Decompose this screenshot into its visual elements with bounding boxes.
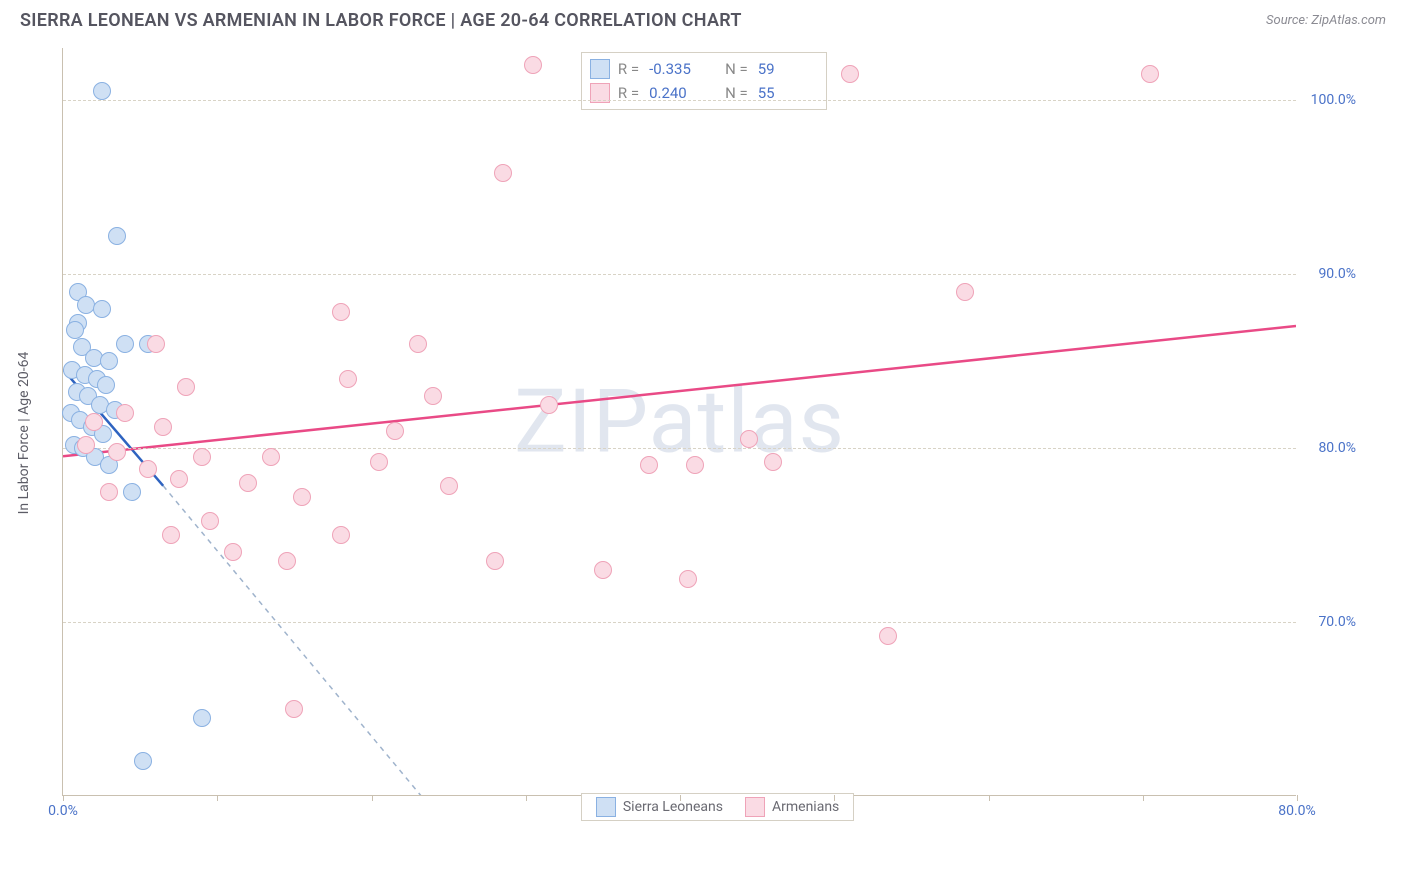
data-point <box>66 321 84 339</box>
plot-area: ZIPatlas R =-0.335N =59R =0.240N =55 Sie… <box>62 48 1296 796</box>
data-point <box>162 526 180 544</box>
data-point <box>339 370 357 388</box>
data-point <box>686 456 704 474</box>
data-point <box>494 164 512 182</box>
data-point <box>85 413 103 431</box>
x-tick <box>680 795 681 801</box>
stats-row: R =0.240N =55 <box>590 81 814 105</box>
x-tick <box>526 795 527 801</box>
gridline-h <box>63 274 1296 275</box>
stats-legend-box: R = -0.335 N = 59 R =0.240N =55 <box>581 52 827 110</box>
source-attribution: Source: ZipAtlas.com <box>1266 13 1386 28</box>
data-point <box>332 526 350 544</box>
data-point <box>100 352 118 370</box>
x-tick-label: 80.0% <box>1278 803 1316 819</box>
data-point <box>386 422 404 440</box>
data-point <box>293 488 311 506</box>
gridline-h <box>63 622 1296 623</box>
trend-lines <box>63 48 1296 795</box>
data-point <box>139 460 157 478</box>
legend-item: Armenians <box>745 797 839 817</box>
watermark: ZIPatlas <box>514 370 845 473</box>
data-point <box>841 65 859 83</box>
data-point <box>147 335 165 353</box>
gridline-h <box>63 448 1296 449</box>
data-point <box>224 543 242 561</box>
x-tick <box>217 795 218 801</box>
series-legend: Sierra Leoneans Armenians <box>581 793 854 821</box>
data-point <box>239 474 257 492</box>
data-point <box>285 700 303 718</box>
legend-label: Sierra Leoneans <box>623 799 723 815</box>
data-point <box>170 470 188 488</box>
series-swatch <box>596 797 616 817</box>
data-point <box>879 627 897 645</box>
x-tick <box>1143 795 1144 801</box>
stat-r-value: -0.335 <box>649 60 705 78</box>
data-point <box>370 453 388 471</box>
y-tick-label: 90.0% <box>1318 266 1356 282</box>
y-tick-label: 80.0% <box>1318 440 1356 456</box>
x-tick <box>63 795 64 801</box>
series-swatch <box>745 797 765 817</box>
gridline-h <box>63 100 1296 101</box>
legend-label: Armenians <box>772 799 839 815</box>
data-point <box>108 443 126 461</box>
y-axis-label: In Labor Force | Age 20-64 <box>16 352 32 515</box>
data-point <box>154 418 172 436</box>
data-point <box>193 709 211 727</box>
data-point <box>956 283 974 301</box>
data-point <box>486 552 504 570</box>
data-point <box>77 436 95 454</box>
y-tick-label: 70.0% <box>1318 614 1356 630</box>
data-point <box>177 378 195 396</box>
data-point <box>424 387 442 405</box>
data-point <box>440 477 458 495</box>
data-point <box>409 335 427 353</box>
data-point <box>640 456 658 474</box>
x-tick <box>989 795 990 801</box>
series-swatch <box>590 59 610 79</box>
data-point <box>262 448 280 466</box>
data-point <box>97 376 115 394</box>
data-point <box>1141 65 1159 83</box>
stat-n-label: N = <box>725 60 748 78</box>
data-point <box>594 561 612 579</box>
data-point <box>278 552 296 570</box>
x-tick <box>1297 795 1298 801</box>
data-point <box>93 82 111 100</box>
data-point <box>116 404 134 422</box>
stat-r-label: R = <box>618 60 639 78</box>
y-tick-label: 100.0% <box>1311 92 1356 108</box>
data-point <box>332 303 350 321</box>
data-point <box>201 512 219 530</box>
chart-title: SIERRA LEONEAN VS ARMENIAN IN LABOR FORC… <box>20 10 742 31</box>
x-tick <box>372 795 373 801</box>
x-tick <box>834 795 835 801</box>
stats-row: R = -0.335 N = 59 <box>590 57 814 81</box>
data-point <box>100 483 118 501</box>
data-point <box>740 430 758 448</box>
data-point <box>134 752 152 770</box>
legend-item: Sierra Leoneans <box>596 797 723 817</box>
stat-n-value: 59 <box>758 60 814 78</box>
data-point <box>540 396 558 414</box>
x-tick-label: 0.0% <box>48 803 78 819</box>
correlation-chart: In Labor Force | Age 20-64 ZIPatlas R =-… <box>40 48 1366 818</box>
data-point <box>679 570 697 588</box>
data-point <box>108 227 126 245</box>
data-point <box>93 300 111 318</box>
data-point <box>123 483 141 501</box>
data-point <box>193 448 211 466</box>
data-point <box>524 56 542 74</box>
data-point <box>764 453 782 471</box>
data-point <box>116 335 134 353</box>
